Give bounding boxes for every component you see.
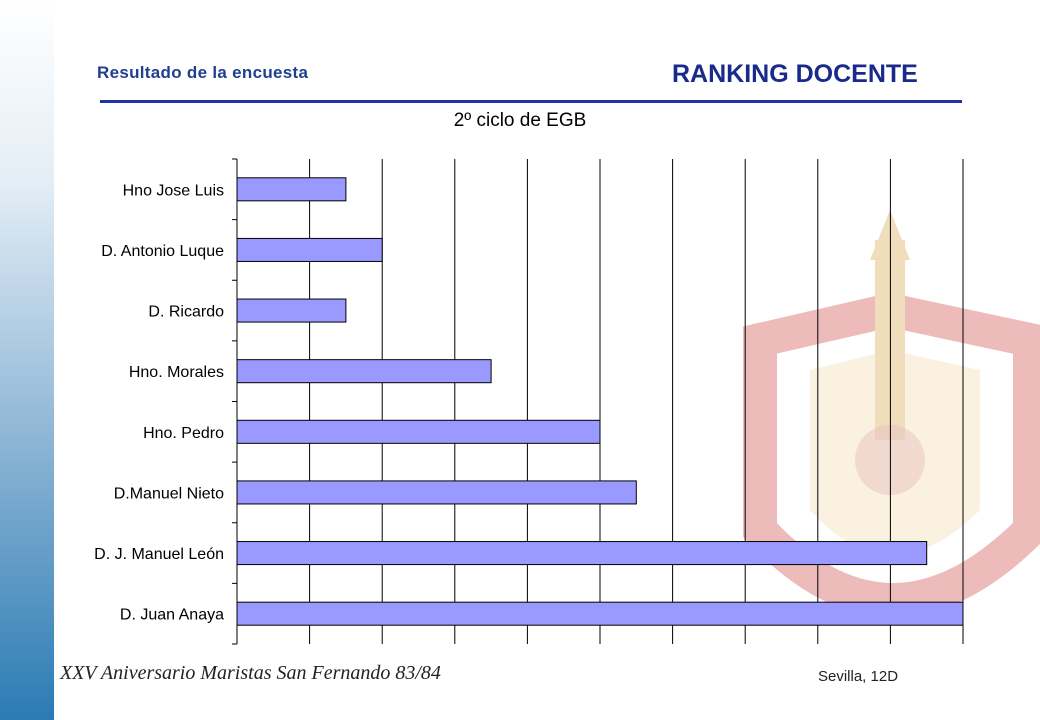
footer-anniversary-text: XXV Aniversario Maristas San Fernando 83… [60,662,441,684]
y-tick-label: D.Manuel Nieto [114,485,224,502]
bar [236,298,347,323]
bar [236,419,601,444]
y-tick-label: Hno. Pedro [143,425,224,442]
bar [236,177,347,202]
y-tick-label: Hno Jose Luis [123,182,224,199]
y-tick-label: D. Ricardo [148,304,224,321]
y-tick-label: D. Juan Anaya [120,607,224,624]
page-title: RANKING DOCENTE [672,60,918,88]
page-subtitle: Resultado de la encuesta [97,63,309,82]
bar [236,541,928,566]
y-tick-label: Hno. Morales [129,364,224,381]
y-tick-label: D. J. Manuel León [94,546,224,563]
header-divider [100,100,962,103]
side-gradient-band [0,0,54,720]
bar [236,237,383,262]
bar [236,601,964,626]
bar [236,359,492,384]
footer-location-date: Sevilla, 12D [818,668,899,685]
y-tick-label: D. Antonio Luque [101,243,224,260]
bar [236,480,637,505]
chart-title: 2º ciclo de EGB [453,110,587,131]
